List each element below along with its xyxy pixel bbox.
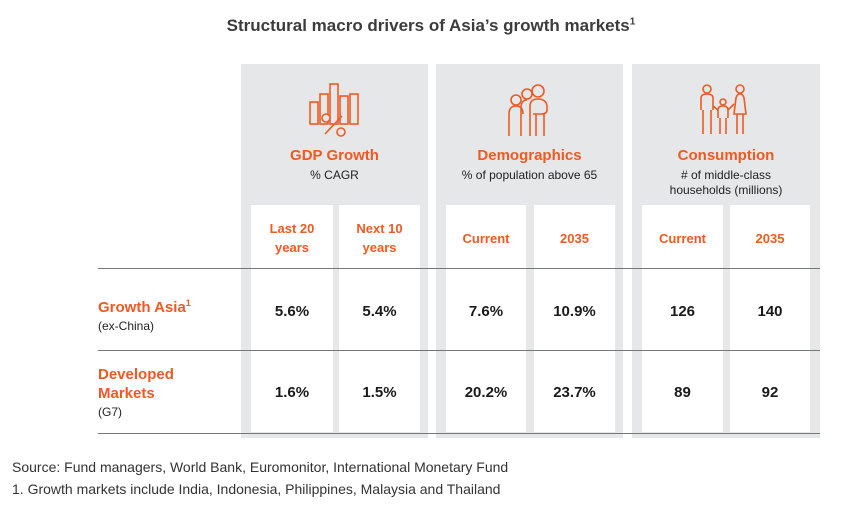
column-header: 2035 (755, 230, 785, 246)
column-header: Next 10 years (356, 221, 403, 255)
elderly-people-icon (508, 84, 548, 136)
divider (98, 433, 820, 434)
row-label-growth-asia: Growth Asia1 (ex-China) (98, 294, 191, 336)
row-label-text: Growth Asia (98, 299, 186, 316)
source-note: Source: Fund managers, World Bank, Eurom… (12, 459, 509, 475)
column-cell (730, 205, 810, 432)
bar-chart-percent-icon (309, 83, 359, 137)
column-header: 2035 (560, 230, 589, 246)
row-label-developed-markets: Developed Markets (G7) (98, 365, 208, 422)
page-title: Structural macro drivers of Asia’s growt… (0, 16, 862, 36)
value-cell: 5.4% (362, 303, 397, 320)
divider (98, 268, 820, 269)
column-cell (339, 205, 420, 432)
value-cell: 89 (674, 384, 691, 401)
value-cell: 20.2% (464, 384, 508, 401)
value-cell: 7.6% (468, 303, 504, 320)
value-cell: 126 (669, 303, 696, 320)
row-label-text: Developed Markets (98, 366, 174, 402)
category-subtitle-gdp: % CAGR (310, 168, 359, 182)
column-header: Current (659, 230, 706, 246)
column-cell (251, 205, 333, 432)
column-cell (534, 205, 615, 432)
footnote-marker: 1 (185, 298, 191, 308)
value-cell: 92 (761, 384, 779, 401)
category-subtitle-consumption: # of middle-class households (millions) (669, 168, 783, 197)
value-cell: 140 (757, 303, 783, 320)
divider (98, 350, 820, 351)
column-header: Last 20 years (269, 221, 315, 255)
column-cell (446, 205, 526, 432)
column-cell (642, 205, 723, 432)
value-cell: 10.9% (553, 303, 596, 320)
value-cell: 1.5% (362, 384, 397, 401)
title-footnote-marker: 1 (629, 16, 636, 28)
category-title-consumption: Consumption (677, 147, 775, 164)
value-cell: 23.7% (553, 384, 596, 401)
row-sublabel: (G7) (98, 405, 122, 419)
footnote: 1. Growth markets include India, Indones… (12, 481, 501, 497)
category-title-gdp: GDP Growth (290, 147, 379, 164)
category-subtitle-demographics: % of population above 65 (461, 168, 598, 182)
family-icon (700, 84, 747, 134)
column-header: Current (462, 230, 510, 246)
category-title-demographics: Demographics (477, 147, 582, 164)
row-sublabel: (ex-China) (98, 319, 155, 333)
value-cell: 1.6% (274, 384, 310, 401)
value-cell: 5.6% (274, 303, 310, 320)
title-text: Structural macro drivers of Asia’s growt… (226, 16, 630, 35)
